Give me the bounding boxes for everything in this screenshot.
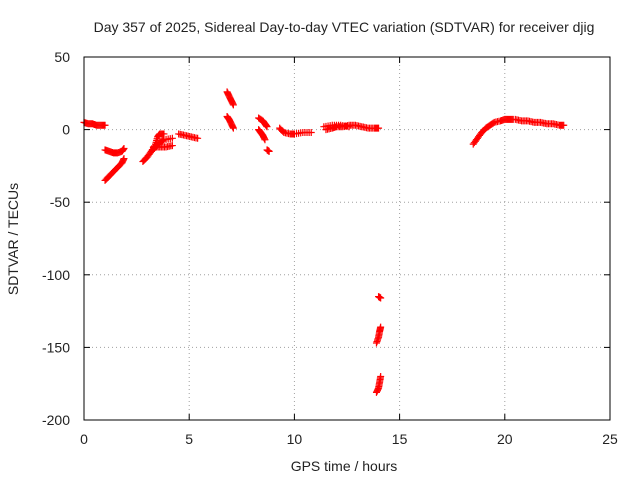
x-tick-label: 5	[185, 431, 193, 447]
data-point	[120, 144, 128, 152]
x-axis-label: GPS time / hours	[291, 458, 398, 474]
x-tick-label: 15	[392, 431, 408, 447]
data-point	[375, 124, 383, 132]
data-point	[377, 323, 385, 331]
y-tick-label: -200	[42, 412, 70, 428]
data-point	[263, 123, 271, 131]
data-point	[168, 134, 176, 142]
grid-lines	[84, 57, 610, 420]
data-point	[194, 134, 202, 142]
x-tick-label: 0	[80, 431, 88, 447]
data-point	[261, 136, 269, 144]
y-tick-label: 50	[54, 49, 70, 65]
y-tick-label: -100	[42, 267, 70, 283]
x-tick-label: 10	[287, 431, 303, 447]
y-tick-label: -150	[42, 339, 70, 355]
axis-ticks: 0 5 10 15 20 25 50 0 -50 -100 -150 -200	[42, 49, 618, 447]
data-point	[101, 121, 109, 129]
chart-title: Day 357 of 2025, Sidereal Day-to-day VTE…	[94, 19, 595, 35]
data-point	[168, 142, 176, 150]
data-point	[229, 124, 237, 132]
data-point	[345, 123, 353, 131]
y-tick-label: -50	[50, 194, 70, 210]
data-point	[160, 130, 168, 138]
x-tick-label: 25	[602, 431, 618, 447]
data-point	[307, 129, 315, 137]
data-point	[265, 147, 273, 155]
data-point	[229, 101, 237, 109]
data-point	[377, 372, 385, 380]
data-point	[159, 136, 167, 144]
y-axis-label: SDTVAR / TECUs	[5, 183, 21, 295]
y-tick-label: 0	[62, 122, 70, 138]
x-tick-label: 20	[497, 431, 513, 447]
data-points	[80, 88, 568, 396]
data-point	[120, 155, 128, 163]
data-point	[377, 294, 385, 302]
data-point	[560, 121, 568, 129]
plot-area-border	[83, 56, 611, 421]
